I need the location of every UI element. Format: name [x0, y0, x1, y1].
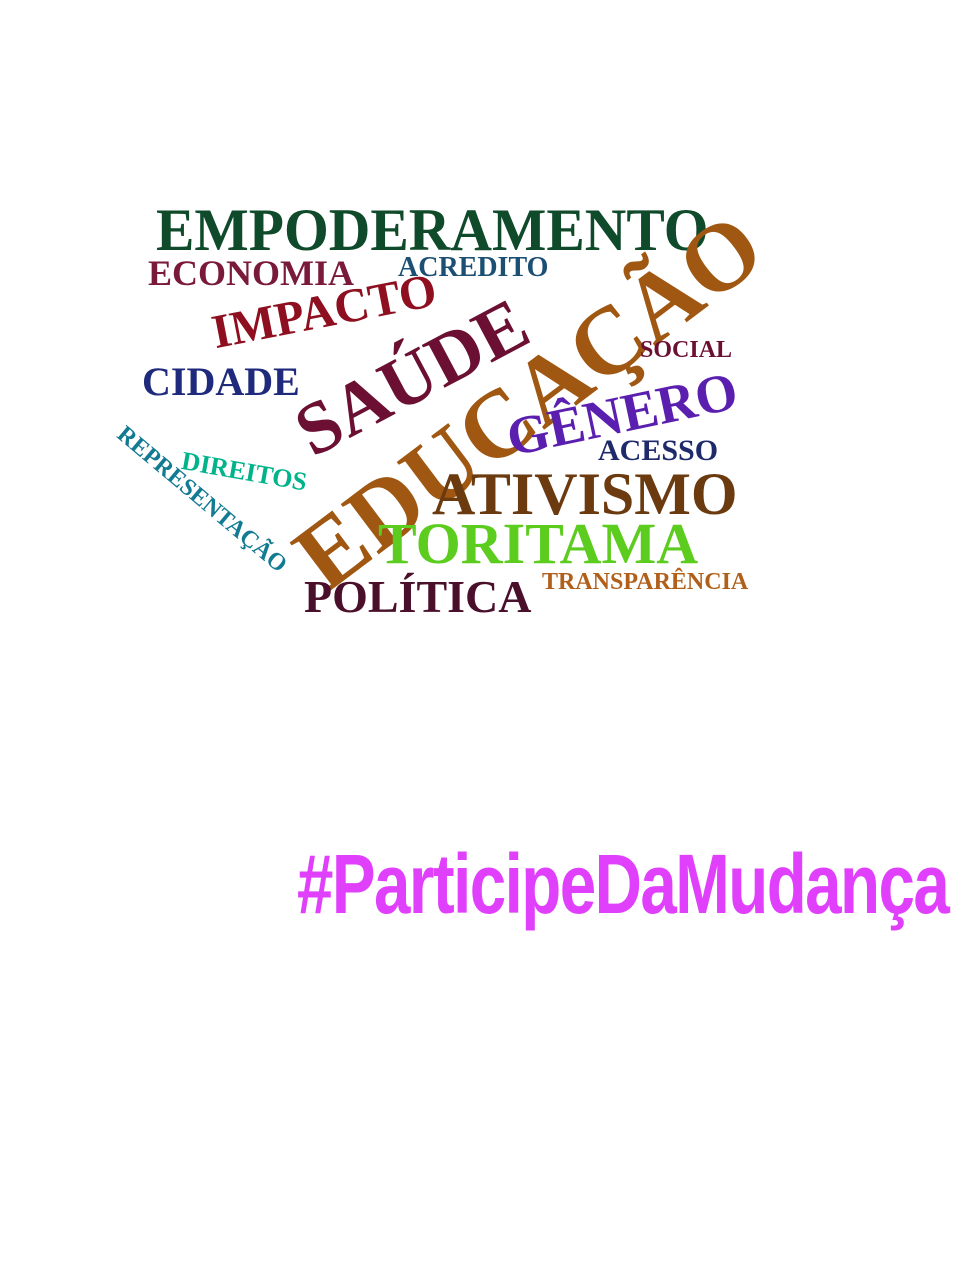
word-cloud: EMPODERAMENTO ECONOMIA ACREDITO IMPACTO … — [111, 191, 782, 622]
word-toritama: TORITAMA — [378, 511, 699, 576]
word-acesso: ACESSO — [598, 434, 719, 467]
word-acredito: ACREDITO — [398, 252, 549, 283]
word-ativismo: ATIVISMO — [432, 461, 738, 527]
word-cidade: CIDADE — [142, 359, 300, 404]
word-economia: ECONOMIA — [148, 253, 354, 293]
word-empoderamento: EMPODERAMENTO — [156, 197, 709, 263]
hashtag-banner: #ParticipeDaMudança — [297, 837, 950, 931]
word-representacao: REPRESENTAÇÃO — [111, 421, 292, 579]
word-social: SOCIAL — [640, 337, 733, 363]
word-politica: POLÍTICA — [304, 571, 532, 622]
word-transparencia: TRANSPARÊNCIA — [542, 569, 749, 595]
